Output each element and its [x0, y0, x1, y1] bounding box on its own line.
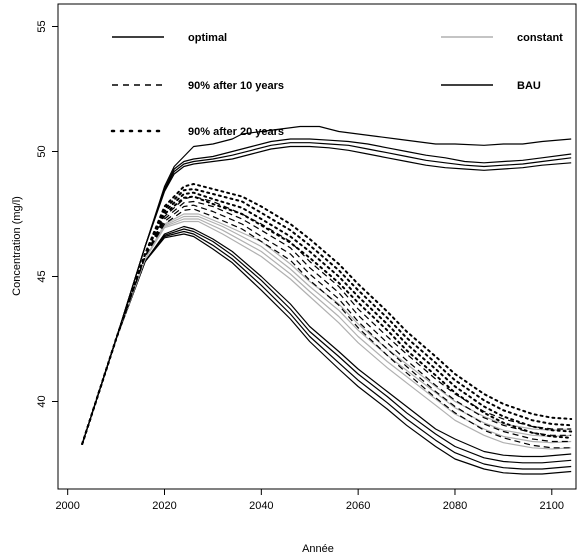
legend-label-90-after-20-years: 90% after 20 years	[188, 126, 284, 138]
series-constant-line-3	[81, 218, 572, 445]
series-constant-line-2	[81, 215, 572, 445]
series-layer	[81, 125, 573, 475]
x-axis-label: Année	[302, 543, 334, 555]
x-tick-label: 2040	[249, 500, 273, 512]
series-optimal-line-2	[81, 228, 572, 464]
legend-label-bau: BAU	[517, 80, 541, 92]
series-optimal-line-1	[81, 225, 572, 458]
series-optimal-line-3	[81, 230, 572, 470]
series-90-after-20-years-line-4	[81, 195, 573, 445]
series-bau-line-2	[81, 138, 572, 445]
series-90-after-20-years-line-1	[81, 183, 573, 445]
y-tick-label: 45	[36, 270, 48, 282]
series-bau-line-3	[81, 142, 572, 445]
series-bau-line-1	[81, 125, 572, 445]
series-90-after-10-years-line-3	[81, 204, 572, 445]
y-tick-label: 50	[36, 145, 48, 157]
series-90-after-20-years-line-3	[81, 191, 573, 445]
x-tick-label: 2080	[443, 500, 467, 512]
x-tick-label: 2060	[346, 500, 370, 512]
series-optimal-line-4	[81, 233, 572, 475]
y-tick-label: 55	[36, 20, 48, 32]
series-90-after-10-years-line-1	[81, 195, 572, 445]
legend: optimal 90% after 10 years 90% after 20 ye…	[110, 32, 563, 138]
y-axis-label: Concentration (mg/l)	[11, 196, 23, 296]
x-axis: 2000 2020 2040 2060 2080 2100	[55, 489, 564, 512]
x-tick-label: 2020	[152, 500, 176, 512]
series-90-after-20-years-line-2	[81, 188, 573, 445]
series-bau-line-4	[81, 145, 572, 445]
series-90-after-10-years-line-2	[81, 200, 572, 445]
series-constant-line-1	[81, 213, 572, 445]
legend-label-constant: constant	[517, 32, 563, 44]
legend-label-optimal: optimal	[188, 32, 227, 44]
x-tick-label: 2100	[540, 500, 564, 512]
x-tick-label: 2000	[55, 500, 79, 512]
series-90-after-10-years-line-4	[81, 208, 572, 449]
series-constant-line-4	[81, 220, 572, 450]
y-tick-label: 40	[36, 395, 48, 407]
plot-frame	[57, 3, 577, 490]
legend-label-90-after-10-years: 90% after 10 years	[188, 80, 284, 92]
y-axis: 40 45 50 55	[36, 20, 58, 408]
